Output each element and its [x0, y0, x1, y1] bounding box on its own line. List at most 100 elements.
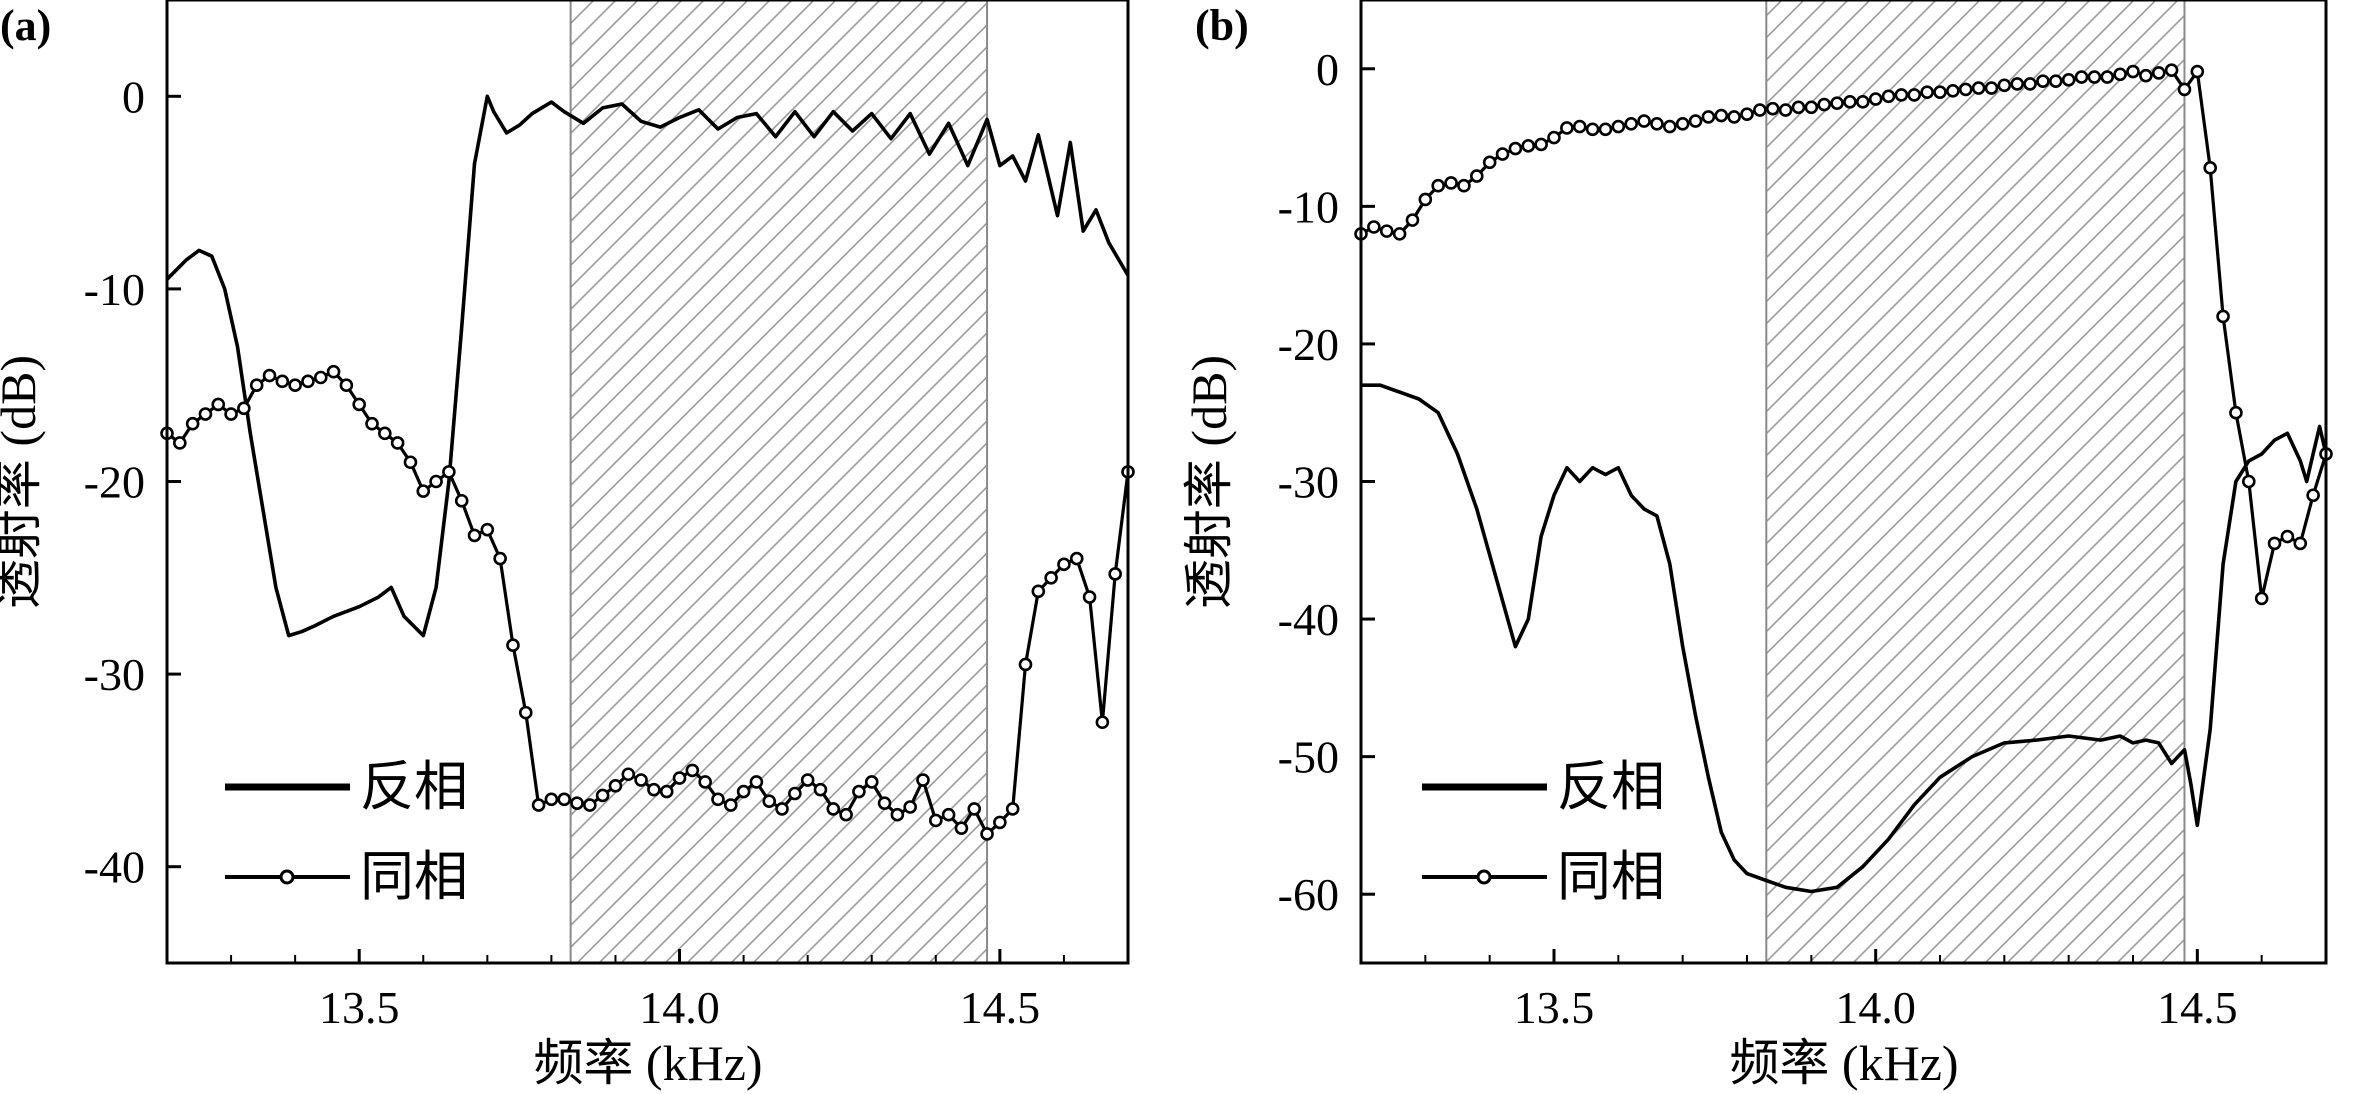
x-tick-label: 14.0 [1835, 982, 1916, 1033]
data-point [1714, 108, 1729, 123]
data-point [352, 397, 367, 412]
plot-frame [165, 0, 1130, 965]
data-point [224, 407, 238, 421]
data-point [262, 368, 277, 383]
data-point [1444, 176, 1458, 190]
y-tick-label: -30 [84, 649, 145, 700]
data-point [813, 782, 828, 797]
data-point [275, 374, 290, 389]
data-point [493, 551, 507, 566]
x-tick-label: 14.5 [2157, 982, 2238, 1033]
data-point [2049, 74, 2063, 88]
legend-label: 同相 [360, 847, 468, 907]
y-tick-label: -20 [1278, 319, 1339, 370]
data-point [864, 775, 879, 789]
data-point [1379, 224, 1394, 238]
data-point [1753, 103, 1767, 117]
data-point [1804, 100, 1819, 115]
data-point [1856, 95, 1870, 109]
data-point [1457, 178, 1471, 193]
data-point [378, 426, 392, 441]
data-point [659, 784, 674, 799]
data-point [1057, 557, 1071, 572]
data-point [403, 455, 418, 470]
x-tick-label: 13.5 [1514, 982, 1595, 1033]
data-point [916, 773, 930, 787]
data-point [1637, 114, 1651, 128]
data-point [1971, 81, 1986, 95]
data-point [1405, 213, 1420, 227]
data-point [531, 798, 546, 812]
data-point [2254, 591, 2269, 606]
data-point [711, 792, 725, 807]
panel-label: (b) [1195, 1, 1249, 50]
data-point [1534, 137, 1548, 152]
data-point [2203, 161, 2217, 175]
data-point [1650, 117, 1664, 131]
data-point [1920, 85, 1934, 99]
data-point [467, 528, 482, 543]
data-point [416, 484, 431, 498]
data-point [890, 807, 905, 822]
data-point [1907, 88, 1922, 102]
series-line [166, 370, 1130, 836]
data-point [1933, 85, 1947, 99]
data-point [301, 374, 315, 389]
plot-frame [1359, 0, 2328, 965]
y-tick-label: -20 [84, 457, 145, 508]
data-point [1958, 82, 1973, 97]
data-point [993, 815, 1007, 830]
series-layer [1354, 63, 2333, 894]
data-point [1108, 567, 1122, 581]
data-point [583, 798, 597, 812]
data-point [647, 782, 661, 797]
axis-ticks: 13.5 14.0 14.5 0 -10 -20 -30 -40 -50 -60 [1278, 44, 2327, 1033]
series-line [165, 94, 1130, 638]
y-tick-label: 0 [122, 71, 145, 122]
data-point [288, 378, 302, 393]
data-point [313, 370, 328, 385]
data-point [621, 767, 636, 782]
data-point [698, 775, 712, 789]
data-point [1727, 110, 1741, 124]
legend: 反相 同相 [225, 757, 468, 907]
data-point [1946, 83, 1960, 98]
legend-label: 同相 [1557, 847, 1665, 907]
data-point [2177, 82, 2192, 97]
series-line [1361, 383, 2328, 894]
data-point [826, 802, 841, 816]
data-point [1392, 227, 1407, 241]
data-point [980, 827, 994, 841]
series-layer [160, 94, 1135, 841]
data-point [1418, 192, 1433, 207]
data-point [1069, 551, 1084, 566]
axis-ticks: 13.5 14.0 14.5 0 -10 -20 -30 -40 [84, 71, 1129, 1033]
data-point [2229, 405, 2243, 420]
band-region [1766, 0, 2185, 963]
data-point [454, 493, 469, 508]
data-point [800, 773, 815, 787]
legend: 反相 同相 [1422, 757, 1665, 907]
data-point [1095, 715, 1110, 730]
y-axis-label: 透射率 (dB) [0, 355, 46, 609]
data-point [518, 705, 533, 720]
x-tick-label: 13.5 [319, 982, 400, 1033]
data-point [2100, 70, 2115, 84]
data-point [326, 364, 341, 379]
data-point [941, 807, 956, 822]
data-point [2267, 536, 2282, 551]
data-point [1881, 89, 1896, 104]
data-point [2036, 74, 2050, 88]
data-point [2293, 536, 2308, 551]
data-point [1367, 220, 1381, 234]
data-point [544, 792, 559, 807]
data-point [1868, 92, 1883, 106]
data-point [2306, 488, 2320, 503]
data-point [1984, 81, 1999, 95]
data-point [736, 784, 751, 799]
data-point [365, 416, 379, 431]
data-point [429, 474, 443, 489]
y-tick-label: -10 [1278, 181, 1339, 232]
data-point [1843, 95, 1857, 109]
